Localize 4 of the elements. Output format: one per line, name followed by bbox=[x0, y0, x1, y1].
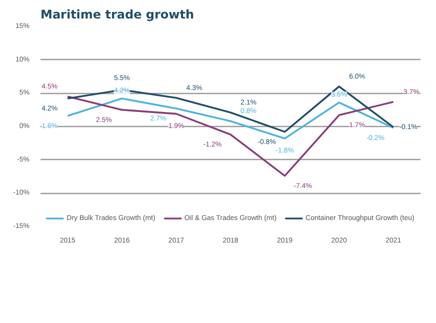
chart-title: Maritime trade growth bbox=[40, 8, 194, 22]
line-series bbox=[66, 96, 394, 177]
line-series bbox=[66, 86, 394, 133]
line-series bbox=[66, 98, 394, 140]
